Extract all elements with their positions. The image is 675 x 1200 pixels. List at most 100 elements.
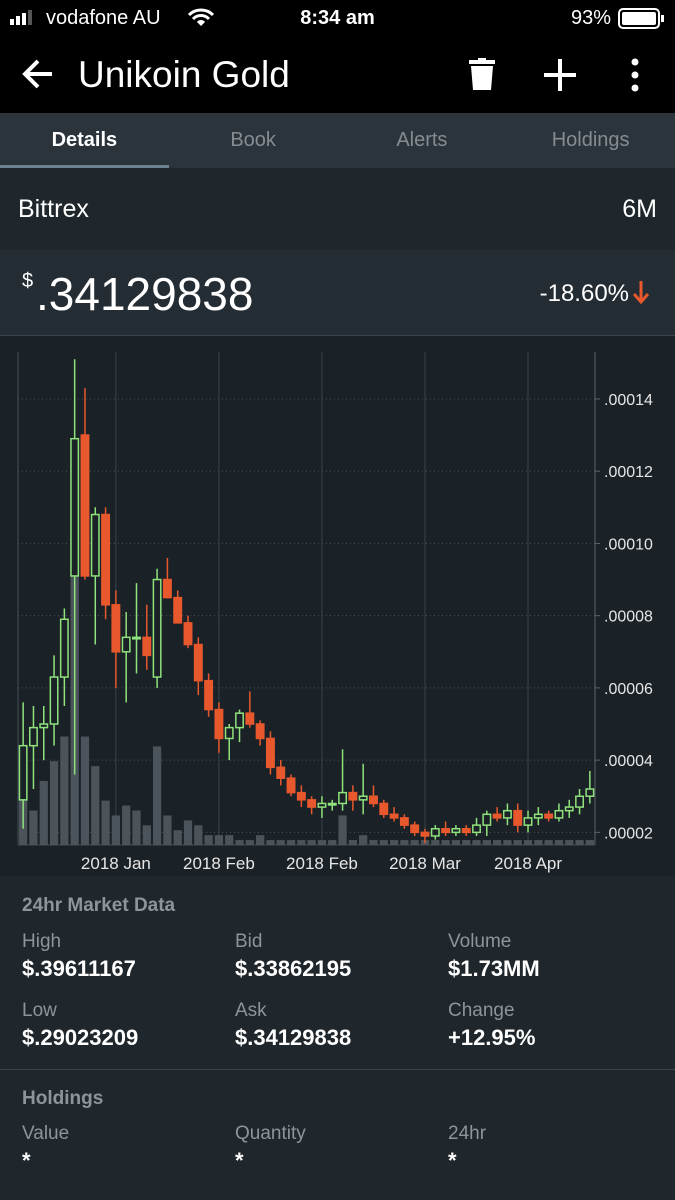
volume-bar [286,840,296,845]
back-button[interactable] [22,58,56,90]
volume-bar [111,815,121,845]
volume-bar [359,835,368,845]
price-chart: .00002 .00004 .00006 .00008 .00010 .00012 .000… [0,336,675,876]
delete-button[interactable] [469,58,495,90]
volume-bar [163,815,172,845]
tab[interactable]: Book [230,129,276,151]
candle-body [544,813,554,819]
price-row: $ .34129838 -18.60% [0,250,675,336]
field-value: $.33862195 [235,956,352,981]
field-label: 24hr [448,1123,487,1144]
candle-body [461,827,471,834]
candle-body [389,813,399,819]
volume-bar [369,840,378,845]
candle-body [142,636,152,657]
tab-bar: Details Book Alerts Holdings [0,113,675,168]
volume-bar [328,840,337,845]
candle-body [399,817,409,826]
volume-bar [256,835,265,845]
volume-bar [183,820,193,845]
candle-body [585,788,595,797]
candle-body [410,824,420,834]
volume-bar [410,840,419,845]
x-tick-label: 2018 Feb [286,854,358,873]
battery-icon [618,8,664,29]
field-value: $.39611167 [22,956,136,981]
signal-icon [10,10,32,25]
field-label: Bid [235,931,263,952]
candle-body [554,809,564,819]
volume-bar [348,840,357,845]
field-label: Ask [235,1000,267,1021]
candle-body [111,604,121,653]
field-label: Value [22,1123,70,1144]
volume-bar [173,830,182,845]
add-button[interactable] [543,58,577,92]
exchange-name[interactable]: Bittrex [18,195,89,223]
volume-bar [101,800,110,845]
volume-bar [523,840,533,845]
volume-bar [194,825,203,845]
wifi-icon [188,8,214,26]
tab[interactable]: Details [0,113,169,168]
candle-body [28,726,38,747]
market-data: 24hr Market Data High $.39611167 Bid $.3386… [0,876,675,1069]
holdings: Holdings Value * Quantity * 24hr * [0,1070,675,1200]
field-value: $.29023209 [22,1025,139,1050]
candle-body [204,679,214,711]
field-value: +12.95% [448,1025,536,1050]
candle-body [132,636,141,640]
menu-button[interactable] [628,58,642,92]
volume-bar [338,815,347,845]
candle-body [183,622,193,646]
volume-bar [132,810,141,845]
candle-body [523,817,533,826]
candle-body [214,708,224,740]
carrier: vodafone AU [46,7,161,29]
y-tick-label: .00014 [604,392,653,409]
candle-body [564,806,574,812]
field-value: * [22,1148,31,1173]
candle-body [193,643,203,682]
candle-body [235,712,244,729]
candle-body [472,824,481,834]
candle-body [502,809,512,819]
volume-bar [80,736,90,845]
x-tick-label: 2018 Apr [494,854,562,873]
volume-bar [91,766,100,845]
volume-bar [307,840,316,845]
candle-body [101,513,111,606]
field-label: Change [448,1000,515,1021]
y-tick-label: .00012 [604,464,653,481]
candle-body [492,813,502,819]
candle-body [70,437,80,577]
candle-body [420,831,430,837]
down-arrow [633,281,649,305]
volume-bar [400,840,409,845]
candle-body [49,676,59,725]
volume-bar [379,840,388,845]
volume-bar [225,835,234,845]
candle-body [379,802,389,816]
field-label: Low [22,1000,57,1021]
tab[interactable]: Holdings [551,129,630,151]
range[interactable]: 6M [622,195,657,223]
candle-body [276,766,286,779]
volume-bar [266,840,275,845]
candle-body [338,791,348,805]
candle-body [482,813,492,826]
candle-body [513,809,523,826]
candle-body [265,737,275,769]
volume-bar [204,835,213,845]
y-tick-label: .00006 [604,681,653,698]
candle-body [224,726,234,740]
field-value: $.34129838 [235,1025,352,1050]
volume-bar [462,840,471,845]
tab[interactable]: Alerts [396,129,448,151]
field-value: * [448,1148,457,1173]
volume-bar [317,840,327,845]
y-tick-label: .00010 [604,536,653,553]
volume-bar [276,840,285,845]
candle-body [430,827,440,837]
